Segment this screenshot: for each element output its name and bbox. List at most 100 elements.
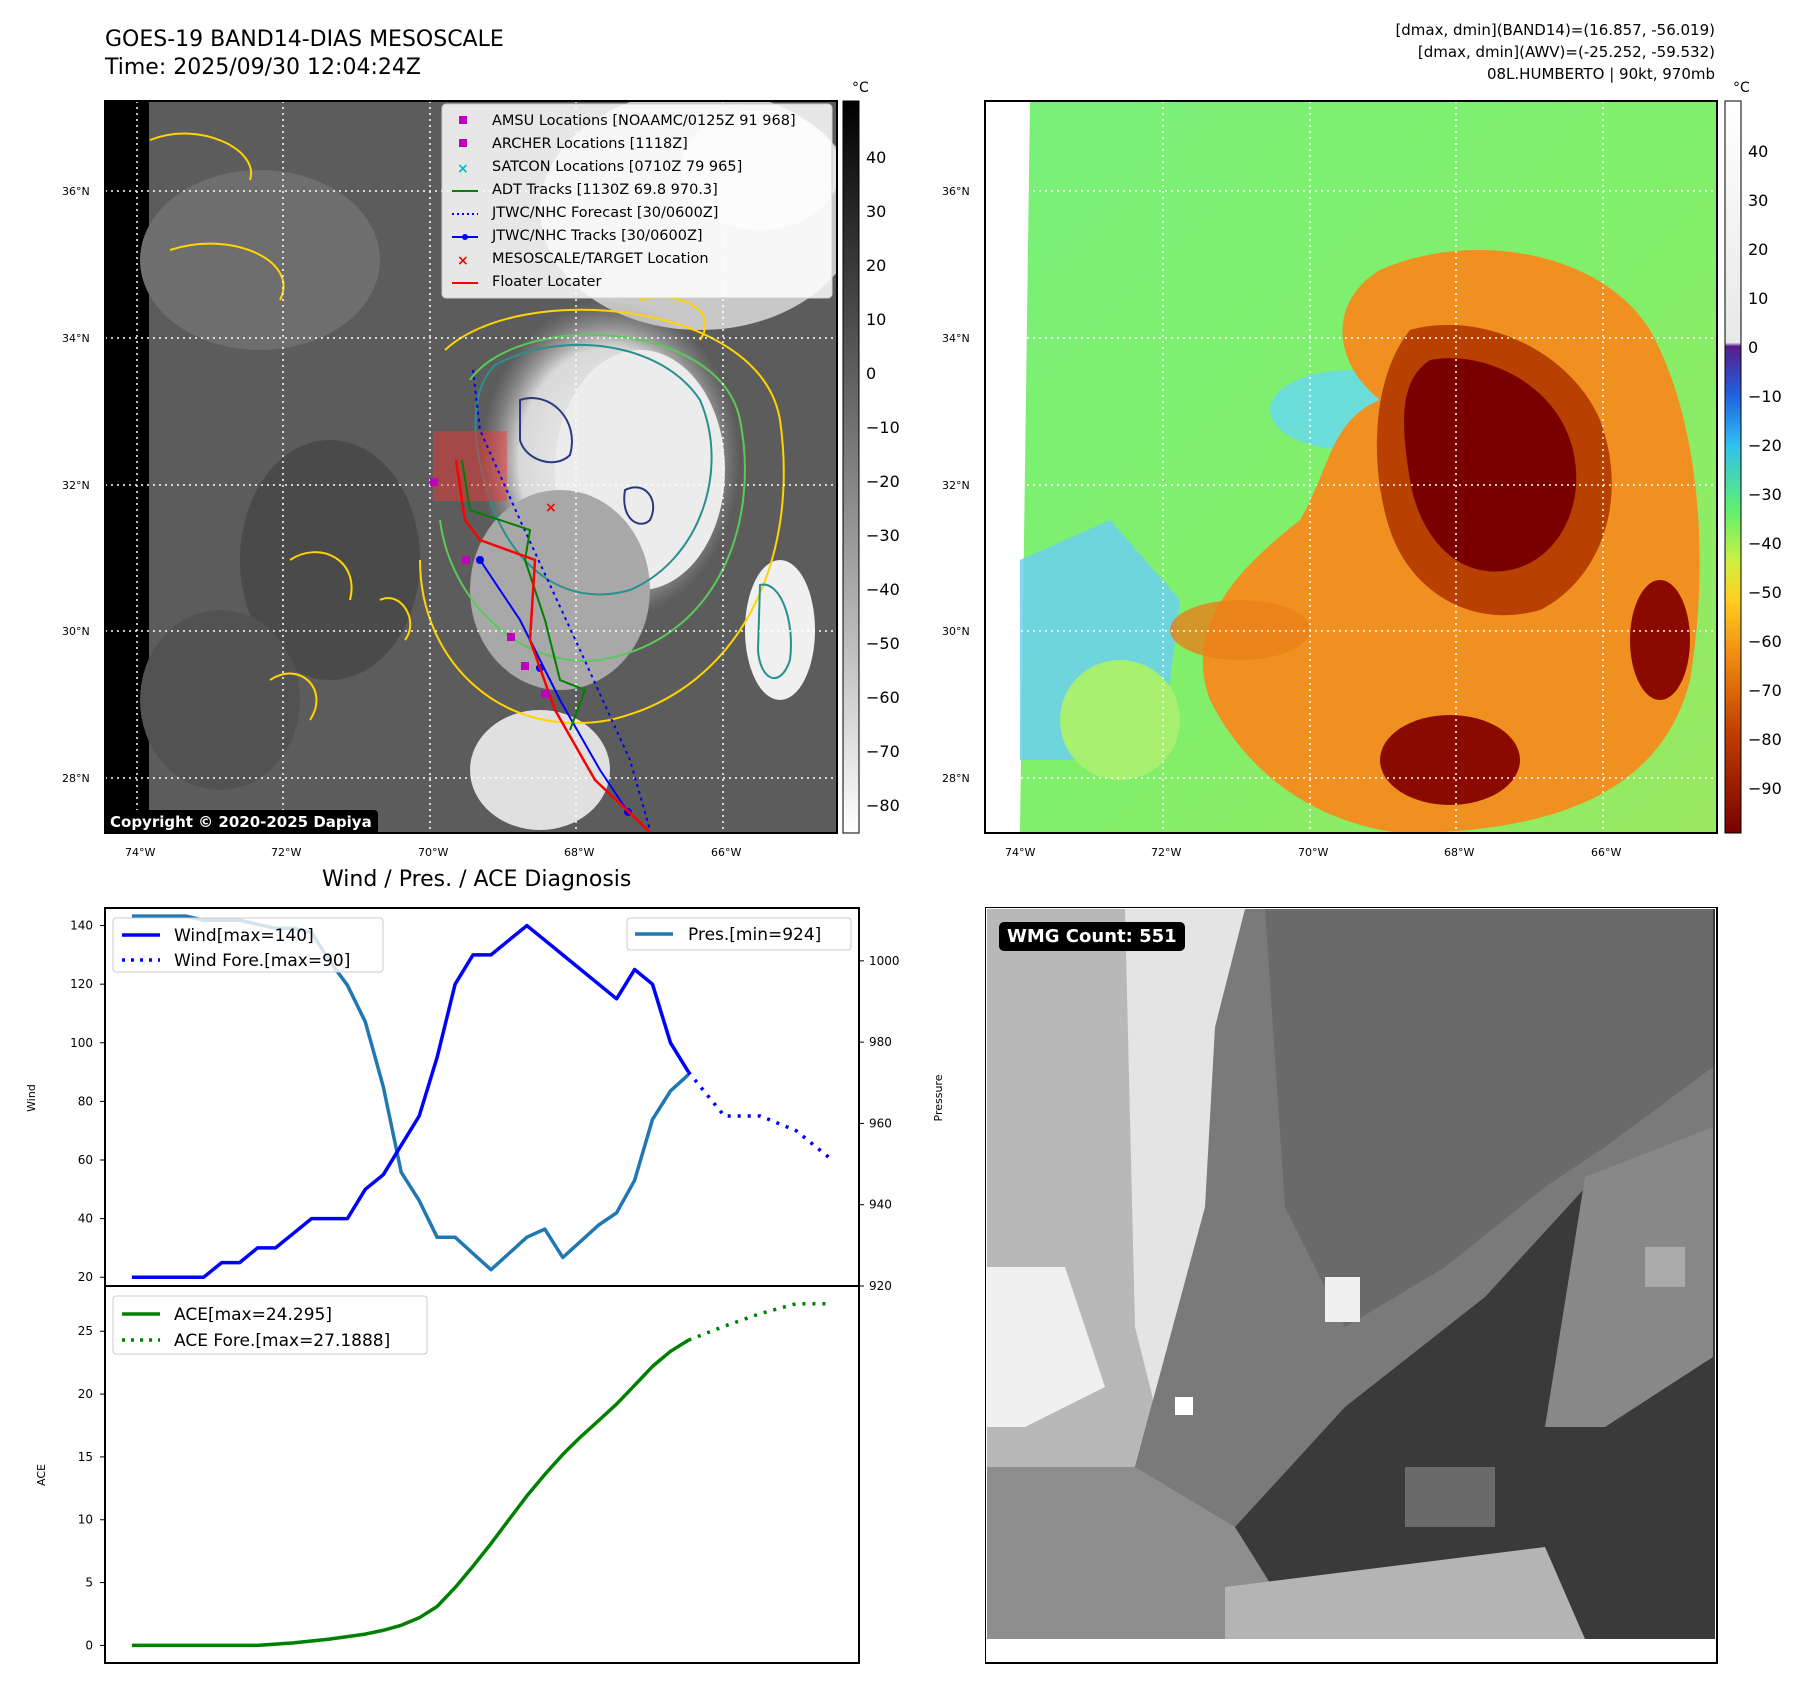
- pressure-axis-label: Pressure: [932, 1074, 945, 1121]
- legend-entry: JTWC/NHC Forecast [30/0600Z]: [491, 205, 718, 221]
- figure-title: GOES-19 BAND14-DIAS MESOSCALE: [105, 27, 504, 52]
- colorbar-tick: −50: [866, 634, 900, 653]
- legend-x-icon: ×: [457, 161, 469, 177]
- legend-entry: ARCHER Locations [1118Z]: [492, 136, 688, 152]
- lon-label: 66°W: [711, 846, 741, 859]
- diagnosis-title: Wind / Pres. / ACE Diagnosis: [322, 867, 632, 892]
- lat-label: 28°N: [62, 772, 90, 785]
- colorbar-tick: −50: [1748, 583, 1782, 602]
- colorbar-tick: 40: [866, 148, 886, 167]
- legend-entry: JTWC/NHC Tracks [30/0600Z]: [491, 228, 703, 244]
- colorbar-tick: −20: [1748, 436, 1782, 455]
- legend-square-icon: [459, 116, 467, 124]
- lat-label: 32°N: [62, 479, 90, 492]
- colorbar-tick: −70: [866, 742, 900, 761]
- legend-entry: Pres.[min=924]: [688, 925, 821, 945]
- colorbar-tick: −40: [1748, 534, 1782, 553]
- colorbar-tick: 40: [1748, 142, 1768, 161]
- pressure-tick-label: 960: [869, 1116, 892, 1130]
- wind-tick-label: 20: [78, 1270, 93, 1284]
- legend-entry: Floater Locater: [492, 274, 601, 290]
- lat-label: 30°N: [942, 625, 970, 638]
- lat-label: 34°N: [942, 332, 970, 345]
- legend-entry: Wind Fore.[max=90]: [174, 951, 350, 971]
- lon-label: 70°W: [1298, 846, 1328, 859]
- colorbar-tick: 20: [1748, 240, 1768, 259]
- colorbar-tick: −20: [866, 472, 900, 491]
- lon-label: 74°W: [1005, 846, 1035, 859]
- svg-text:×: ×: [545, 500, 557, 516]
- colorbar-tick: −70: [1748, 681, 1782, 700]
- colorbar-color: °C 40 30 20 10 0 −10 −20 −30 −40 −50 −60…: [1724, 80, 1782, 834]
- legend-entry: Wind[max=140]: [174, 926, 314, 946]
- wind-forecast-line: [687, 1070, 834, 1162]
- pressure-tick-label: 940: [869, 1198, 892, 1212]
- wind-tick-label: 80: [78, 1094, 93, 1108]
- ace-tick-label: 5: [85, 1576, 93, 1590]
- colorbar-gray: °C 40 30 20 10 0 −10 −20 −30 −40 −50 −60…: [842, 80, 900, 834]
- lon-label: 66°W: [1591, 846, 1621, 859]
- colorbar-tick: 30: [866, 202, 886, 221]
- colorbar-tick: −80: [866, 796, 900, 815]
- lon-label: 68°W: [1444, 846, 1474, 859]
- lon-label: 72°W: [271, 846, 301, 859]
- colorbar-tick: −10: [866, 418, 900, 437]
- colorbar-tick: −60: [866, 688, 900, 707]
- colorbar-tick: −40: [866, 580, 900, 599]
- colorbar-tick: −60: [1748, 632, 1782, 651]
- lon-label: 74°W: [125, 846, 155, 859]
- colorbar-tick: −90: [1748, 779, 1782, 798]
- wind-line: [131, 923, 690, 1279]
- lon-label: 70°W: [418, 846, 448, 859]
- wmg-panel: [985, 907, 1718, 1664]
- colorbar-tick: −30: [1748, 485, 1782, 504]
- copyright-badge: Copyright © 2020-2025 Dapiya: [104, 810, 378, 834]
- wind-tick-label: 40: [78, 1212, 93, 1226]
- legend-entry: ACE Fore.[max=27.1888]: [174, 1331, 390, 1351]
- ace-tick-label: 0: [85, 1638, 93, 1652]
- diagnosis-chart: 20 40 60 80 100 120 140 920 940 960 980 1000 0 5 10 1…: [25, 907, 945, 1664]
- legend-x-icon: ×: [457, 253, 469, 269]
- pressure-tick-label: 1000: [869, 954, 900, 968]
- legend-entry: SATCON Locations [0710Z 79 965]: [492, 159, 742, 175]
- legend-square-icon: [459, 139, 467, 147]
- map-legend: × × AMSU Locations [NOAAMC/0125Z 91 968]…: [441, 103, 833, 299]
- legend-entry: AMSU Locations [NOAAMC/0125Z 91 968]: [492, 113, 796, 129]
- wind-tick-label: 60: [78, 1153, 93, 1167]
- wind-legend: Wind[max=140] Wind Fore.[max=90]: [112, 917, 384, 973]
- info-band14-range: [dmax, dmin](BAND14)=(16.857, -56.019): [1395, 21, 1715, 39]
- lat-label: 28°N: [942, 772, 970, 785]
- legend-entry: ADT Tracks [1130Z 69.8 970.3]: [492, 182, 718, 198]
- ace-tick-label: 15: [78, 1450, 93, 1464]
- ace-tick-label: 25: [78, 1324, 93, 1338]
- legend-entry: ACE[max=24.295]: [174, 1305, 332, 1325]
- colorbar-unit: °C: [1733, 80, 1750, 96]
- colorbar-tick: 30: [1748, 191, 1768, 210]
- legend-entry: MESOSCALE/TARGET Location: [492, 251, 709, 267]
- lat-label: 34°N: [62, 332, 90, 345]
- colorbar-tick: −10: [1748, 387, 1782, 406]
- lat-label: 32°N: [942, 479, 970, 492]
- ir-map-panel: × 36°N 34°N 32°N 30°N 28°N 74°W 72°W 70°…: [62, 80, 1782, 859]
- wind-tick-label: 100: [70, 1036, 93, 1050]
- colorbar-tick: 0: [866, 364, 876, 383]
- lat-label: 36°N: [62, 185, 90, 198]
- ace-line: [131, 1338, 690, 1648]
- wind-tick-label: 120: [70, 977, 93, 991]
- pressure-tick-label: 920: [869, 1279, 892, 1293]
- ace-tick-label: 10: [78, 1513, 93, 1527]
- ir-map-axis-labels: 36°N 34°N 32°N 30°N 28°N 74°W 72°W 70°W …: [62, 185, 741, 859]
- ace-axis-label: ACE: [35, 1464, 48, 1486]
- pressure-legend: Pres.[min=924]: [626, 917, 852, 951]
- wv-map-axis-labels: 36°N 34°N 32°N 30°N 28°N 74°W 72°W 70°W …: [942, 185, 1621, 859]
- colorbar-unit: °C: [852, 80, 869, 96]
- figure-time: Time: 2025/09/30 12:04:24Z: [105, 55, 421, 80]
- colorbar-tick: 10: [1748, 289, 1768, 308]
- wind-axis-label: Wind: [25, 1084, 38, 1112]
- ace-tick-label: 20: [78, 1387, 93, 1401]
- wv-imagery: [985, 101, 1717, 833]
- colorbar-tick: 10: [866, 310, 886, 329]
- info-storm: 08L.HUMBERTO | 90kt, 970mb: [1486, 65, 1715, 83]
- lon-label: 68°W: [564, 846, 594, 859]
- colorbar-tick: 20: [866, 256, 886, 275]
